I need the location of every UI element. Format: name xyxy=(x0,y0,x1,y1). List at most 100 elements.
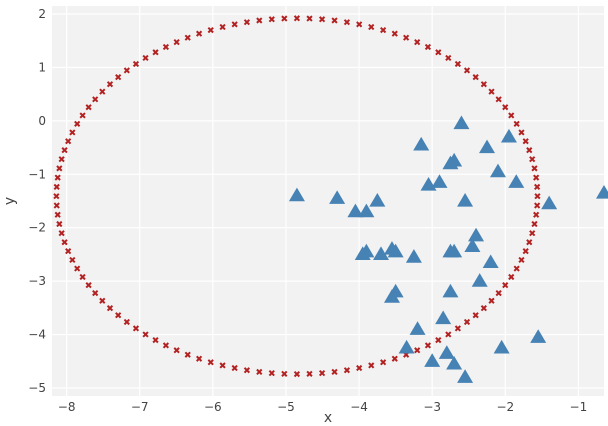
triangle-point xyxy=(438,345,455,359)
ellipse-point xyxy=(445,331,452,338)
x-tick-label: −4 xyxy=(350,400,368,414)
ellipse-point xyxy=(424,43,432,51)
ellipse-point xyxy=(123,318,130,326)
y-tick-label: −5 xyxy=(28,381,46,395)
ellipse-point xyxy=(256,368,263,376)
ellipse-point xyxy=(414,347,421,354)
y-tick-label: 2 xyxy=(38,7,46,21)
triangle-point xyxy=(446,152,463,167)
ellipse-point xyxy=(534,202,541,209)
triangle-point xyxy=(358,203,375,218)
ellipse-point xyxy=(281,15,288,22)
ellipse-point xyxy=(502,104,509,111)
triangle-point xyxy=(446,243,463,258)
ellipse-point xyxy=(526,239,533,246)
triangle-point xyxy=(453,115,470,130)
ellipse-point xyxy=(268,370,275,377)
ellipse-point xyxy=(435,337,442,344)
ellipse-point xyxy=(293,15,301,22)
triangle-point xyxy=(530,329,547,343)
ellipse-point xyxy=(368,362,375,369)
ellipse-point xyxy=(533,211,540,218)
triangle-point xyxy=(471,273,488,287)
ellipse-point xyxy=(331,368,338,376)
ellipse-point xyxy=(219,362,226,369)
x-axis-title: x xyxy=(324,410,332,426)
ellipse-point xyxy=(85,104,92,111)
ellipse-point xyxy=(132,325,140,332)
triangle-point xyxy=(387,243,404,258)
ellipse-point xyxy=(58,156,65,163)
plot-background xyxy=(52,6,604,396)
ellipse-point xyxy=(106,81,114,88)
triangle-point xyxy=(424,353,441,367)
triangle-point xyxy=(482,254,499,269)
ellipse-point xyxy=(85,282,92,289)
ellipse-point xyxy=(268,16,275,23)
ellipse-point xyxy=(306,15,313,22)
triangle-point xyxy=(446,355,463,370)
ellipse-point xyxy=(65,248,72,255)
y-axis-title: y xyxy=(2,197,18,205)
ellipse-point xyxy=(54,174,61,181)
ellipse-point xyxy=(142,331,149,338)
ellipse-point xyxy=(534,183,541,190)
ellipse-point xyxy=(256,17,263,24)
ellipse-point xyxy=(508,273,515,281)
ellipse-point xyxy=(513,265,520,272)
ellipse-point xyxy=(243,19,251,26)
triangle-point xyxy=(596,184,608,199)
triangle-point xyxy=(369,193,386,207)
ellipse-point xyxy=(61,239,68,246)
x-tick-label: −8 xyxy=(58,400,76,414)
triangle-point xyxy=(288,187,305,202)
ellipse-point xyxy=(92,96,99,103)
ellipse-point xyxy=(391,355,398,362)
ellipse-point xyxy=(61,147,68,154)
triangle-point xyxy=(493,339,510,354)
y-tick-label: −2 xyxy=(28,221,46,235)
triangle-point xyxy=(329,190,346,204)
ellipse-point xyxy=(53,202,60,209)
ellipse-point xyxy=(533,174,540,181)
ellipse-point xyxy=(414,39,421,46)
ellipse-point xyxy=(79,112,86,119)
ellipse-point xyxy=(207,26,214,34)
ellipse-point xyxy=(331,17,338,24)
ellipse-point xyxy=(281,370,288,377)
triangle-point xyxy=(489,163,506,178)
ellipse-point xyxy=(356,364,363,372)
y-tick-label: −1 xyxy=(28,167,46,181)
ellipse-point xyxy=(518,129,525,136)
triangle-series xyxy=(288,115,608,383)
ellipse-point xyxy=(152,337,159,344)
ellipse-point xyxy=(502,282,509,289)
ellipse-point xyxy=(231,364,238,372)
ellipse-point xyxy=(488,297,495,304)
ellipse-point xyxy=(472,312,479,319)
ellipse-point xyxy=(529,230,536,237)
triangle-point xyxy=(413,136,430,151)
ellipse-point xyxy=(219,23,226,31)
ellipse-point xyxy=(231,21,238,28)
ellipse-point xyxy=(356,21,363,28)
triangle-point xyxy=(457,369,474,383)
y-tick-label: 0 xyxy=(38,114,46,128)
x-tick-label: −5 xyxy=(277,400,295,414)
ellipse-point xyxy=(53,183,60,190)
ellipse-series xyxy=(53,15,541,378)
x-tick-labels: −8 −7 −6 −5 −4 −3 −2 −1 xyxy=(58,400,587,414)
triangle-point xyxy=(442,283,459,298)
ellipse-point xyxy=(488,88,495,95)
ellipse-point xyxy=(513,120,520,127)
ellipse-point xyxy=(522,248,529,255)
ellipse-point xyxy=(58,230,65,237)
ellipse-point xyxy=(435,49,442,56)
ellipse-point xyxy=(56,220,63,228)
triangle-point xyxy=(457,193,474,207)
ellipse-point xyxy=(454,60,461,68)
ellipse-point xyxy=(115,74,122,81)
ellipse-point xyxy=(99,88,106,95)
ellipse-point xyxy=(69,256,76,264)
ellipse-point xyxy=(74,265,81,272)
